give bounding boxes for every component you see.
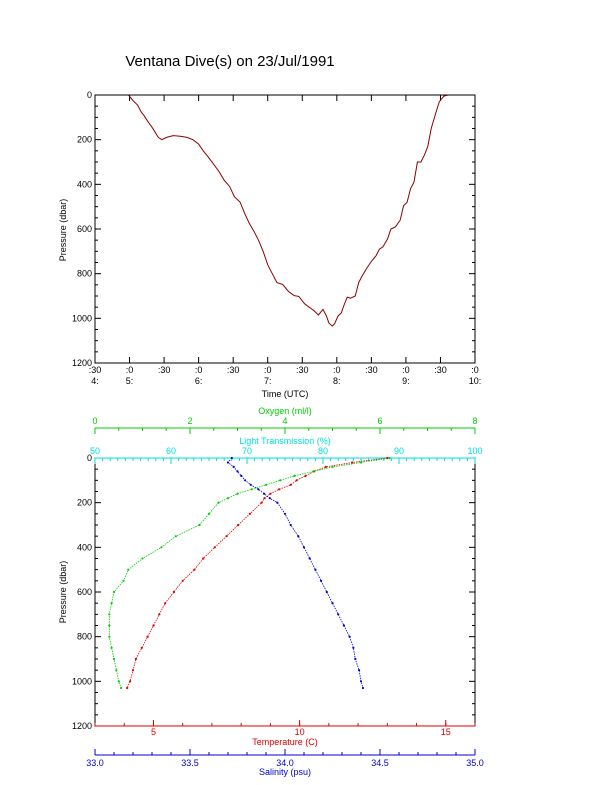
bottom-y-axis-label: Pressure (dbar) [58, 561, 68, 624]
y-tick-label: 600 [77, 224, 92, 234]
x-tick-hour-label: 5: [126, 376, 134, 386]
oxygen-point [293, 474, 296, 477]
x-tick-label: :0 [402, 365, 410, 375]
x-tick-hour-label: 6: [195, 376, 203, 386]
salinity-trace [227, 457, 364, 689]
top-y-axis-label: Pressure (dbar) [58, 199, 68, 262]
oxygen-axis-label: Oxygen (ml/l) [258, 406, 312, 416]
oxygen-tick-label: 4 [282, 416, 287, 426]
x-tick-label: :0 [195, 365, 203, 375]
y-tick-label: 200 [77, 498, 92, 508]
x-tick-label: :30 [89, 365, 102, 375]
y-tick-label: 800 [77, 269, 92, 279]
oxygen-point [312, 470, 315, 473]
light-axis-label: Light Transmission (%) [239, 436, 331, 446]
profile-points [108, 456, 391, 690]
oxygen-tick-label: 8 [472, 416, 477, 426]
x-tick-hour-label: 10: [469, 376, 482, 386]
oxygen-point [110, 602, 113, 605]
bottom-axes: 0 200 400 600 800 1000 1200 0 2 4 6 8 50 60 70 80 90 100 5… [72, 416, 484, 768]
top-x-axis-label: Time (UTC) [262, 389, 309, 399]
y-tick-label: 1200 [72, 721, 92, 731]
x-tick-label: :0 [471, 365, 479, 375]
y-tick-label: 200 [77, 135, 92, 145]
oxygen-tick-label: 2 [187, 416, 192, 426]
x-tick-label: :30 [227, 365, 240, 375]
oxygen-trace [108, 457, 390, 689]
light-tick-label: 70 [242, 446, 252, 456]
x-tick-hour-label: 8: [333, 376, 341, 386]
bottom-plot-frame [94, 457, 476, 727]
x-tick-hour-label: 7: [264, 376, 272, 386]
top-axes: 020040060080010001200:304::05::30:06::30… [72, 90, 481, 386]
temperature-axis-label: Temperature (C) [252, 737, 318, 747]
y-tick-label: 0 [87, 90, 92, 100]
y-tick-label: 0 [87, 453, 92, 463]
x-tick-label: :0 [126, 365, 134, 375]
bottom-chart: 0 200 400 600 800 1000 1200 0 2 4 6 8 50 60 70 80 90 100 5… [58, 406, 484, 777]
x-tick-label: :0 [264, 365, 272, 375]
top-plot-frame [94, 94, 476, 364]
salinity-tick-label: 34.0 [276, 758, 294, 768]
temperature-tick-label: 15 [441, 727, 451, 737]
salinity-tick-label: 34.5 [371, 758, 389, 768]
x-tick-label: :30 [296, 365, 309, 375]
light-tick-label: 50 [90, 446, 100, 456]
x-tick-label: :30 [434, 365, 447, 375]
x-tick-label: :0 [333, 365, 341, 375]
temperature-trace [126, 457, 388, 689]
oxygen-point [115, 669, 118, 672]
light-tick-label: 80 [318, 446, 328, 456]
temperature-tick-label: 5 [151, 727, 156, 737]
dive-profile-line [128, 94, 449, 327]
oxygen-tick-label: 0 [92, 416, 97, 426]
salinity-tick-label: 35.0 [466, 758, 484, 768]
oxygen-point [108, 624, 111, 627]
oxygen-point [110, 646, 113, 649]
top-chart: 020040060080010001200:304::05::30:06::30… [58, 90, 481, 399]
y-tick-label: 600 [77, 587, 92, 597]
x-tick-hour-label: 9: [402, 376, 410, 386]
salinity-tick-label: 33.5 [181, 758, 199, 768]
salinity-tick-label: 33.0 [86, 758, 104, 768]
salinity-point [358, 669, 361, 672]
y-tick-label: 400 [77, 542, 92, 552]
y-tick-label: 1000 [72, 313, 92, 323]
y-tick-label: 1000 [72, 676, 92, 686]
x-tick-hour-label: 4: [91, 376, 99, 386]
light-tick-label: 90 [394, 446, 404, 456]
light-tick-label: 100 [467, 446, 482, 456]
salinity-axis-label: Salinity (psu) [259, 767, 311, 777]
y-tick-label: 1200 [72, 358, 92, 368]
page-title: Ventana Dive(s) on 23/Jul/1991 [125, 53, 334, 70]
x-tick-label: :30 [158, 365, 171, 375]
x-tick-label: :30 [365, 365, 378, 375]
light-tick-label: 60 [166, 446, 176, 456]
oxygen-tick-label: 6 [377, 416, 382, 426]
y-tick-label: 800 [77, 632, 92, 642]
y-tick-label: 400 [77, 179, 92, 189]
temperature-tick-label: 10 [295, 727, 305, 737]
